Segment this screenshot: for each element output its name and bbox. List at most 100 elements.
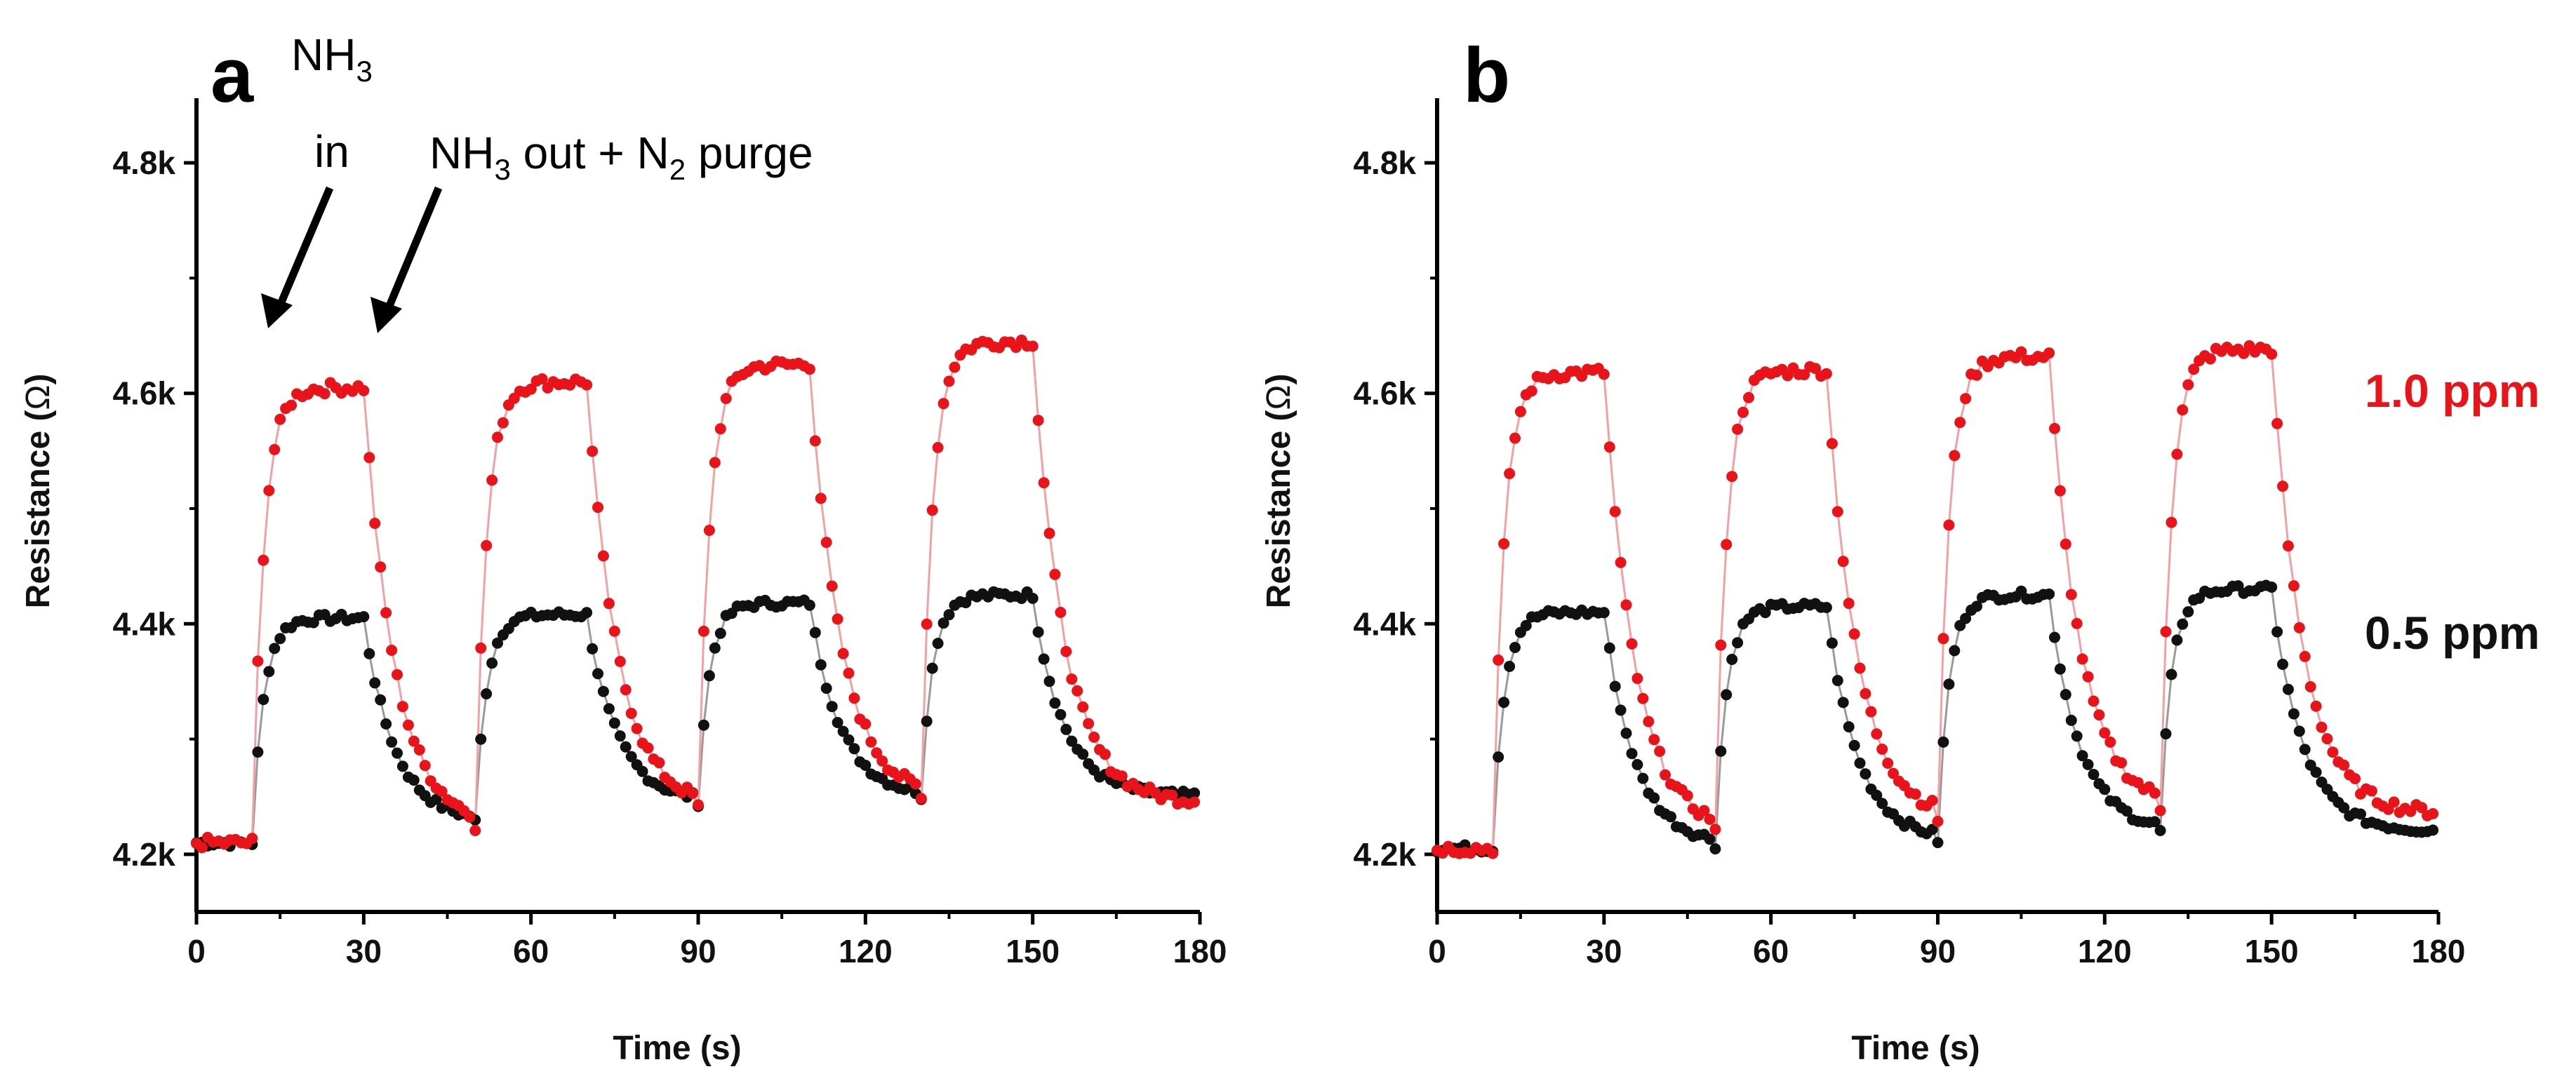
y-tick-label: 4.2k <box>112 836 175 873</box>
data-point-1-0-ppm <box>258 554 269 566</box>
data-point-1-0-ppm <box>2182 379 2194 391</box>
data-point-0-5-ppm <box>2271 626 2283 638</box>
data-point-1-0-ppm <box>714 423 726 435</box>
data-point-1-0-ppm <box>865 736 877 748</box>
data-point-1-0-ppm <box>380 607 392 619</box>
data-point-1-0-ppm <box>408 735 420 747</box>
x-tick-label: 90 <box>680 933 716 969</box>
x-tick-label: 0 <box>187 933 206 969</box>
data-point-1-0-ppm <box>286 399 298 411</box>
arrow-out-head <box>371 297 402 333</box>
data-point-1-0-ppm <box>1631 673 1643 685</box>
x-tick-label: 0 <box>1428 933 1446 969</box>
data-point-1-0-ppm <box>2321 733 2333 745</box>
data-point-1-0-ppm <box>608 625 620 637</box>
data-point-0-5-ppm <box>2355 808 2366 820</box>
data-point-1-0-ppm <box>396 701 408 713</box>
data-point-0-5-ppm <box>1598 607 1610 619</box>
data-point-0-5-ppm <box>1189 787 1201 799</box>
annotation-in: in <box>314 126 349 177</box>
data-point-0-5-ppm <box>1926 824 1938 835</box>
data-point-1-0-ppm <box>631 723 643 734</box>
data-point-1-0-ppm <box>2154 805 2166 817</box>
data-point-0-5-ppm <box>1626 748 1638 760</box>
data-point-0-5-ppm <box>703 670 715 682</box>
data-point-1-0-ppm <box>1798 369 1810 381</box>
data-point-1-0-ppm <box>1876 744 1888 755</box>
data-point-1-0-ppm <box>1504 468 1516 480</box>
data-point-0-5-ppm <box>1854 757 1866 769</box>
data-point-1-0-ppm <box>1615 556 1627 568</box>
data-point-1-0-ppm <box>274 413 286 425</box>
data-point-1-0-ppm <box>2043 347 2055 359</box>
data-point-1-0-ppm <box>2304 681 2316 692</box>
data-point-1-0-ppm <box>932 442 944 453</box>
data-point-1-0-ppm <box>363 452 375 464</box>
data-point-1-0-ppm <box>2165 516 2177 528</box>
data-point-1-0-ppm <box>1704 814 1716 825</box>
data-point-1-0-ppm <box>909 778 921 790</box>
data-point-1-0-ppm <box>1643 716 1655 727</box>
data-point-0-5-ppm <box>943 609 955 621</box>
data-point-1-0-ppm <box>1909 788 1921 800</box>
data-point-0-5-ppm <box>486 657 498 669</box>
data-point-0-5-ppm <box>1848 739 1860 751</box>
data-point-0-5-ppm <box>1631 759 1643 770</box>
data-point-1-0-ppm <box>2104 736 2116 748</box>
data-point-1-0-ppm <box>319 388 331 400</box>
data-point-0-5-ppm <box>1509 642 1521 653</box>
data-point-1-0-ppm <box>492 431 503 443</box>
data-point-0-5-ppm <box>1055 708 1067 720</box>
data-point-0-5-ppm <box>937 617 949 629</box>
data-point-1-0-ppm <box>1871 728 1883 740</box>
data-point-1-0-ppm <box>1060 645 1072 657</box>
data-point-1-0-ppm <box>597 550 609 562</box>
data-point-1-0-ppm <box>703 525 715 536</box>
data-point-1-0-ppm <box>2076 653 2088 665</box>
data-point-1-0-ppm <box>937 398 949 410</box>
data-point-1-0-ppm <box>2160 626 2172 638</box>
data-point-1-0-ppm <box>1603 441 1615 453</box>
data-point-0-5-ppm <box>2299 744 2311 755</box>
legend-0-5-ppm: 0.5 ppm <box>2365 607 2540 659</box>
data-point-0-5-ppm <box>1603 642 1615 654</box>
data-point-0-5-ppm <box>698 719 709 731</box>
data-point-0-5-ppm <box>481 688 493 700</box>
data-point-0-5-ppm <box>363 647 375 659</box>
data-point-1-0-ppm <box>1648 734 1660 746</box>
data-point-1-0-ppm <box>436 786 448 798</box>
panel-b-data-points <box>1432 340 2439 859</box>
data-point-0-5-ppm <box>475 733 487 745</box>
data-point-1-0-ppm <box>2271 417 2283 429</box>
data-point-1-0-ppm <box>1737 406 1749 418</box>
data-point-1-0-ppm <box>1831 506 1843 518</box>
panel-b-series-lines <box>1436 344 2434 856</box>
data-point-0-5-ppm <box>1820 602 1832 613</box>
data-point-0-5-ppm <box>2065 714 2077 726</box>
data-point-1-0-ppm <box>720 393 732 405</box>
data-point-0-5-ppm <box>809 626 821 638</box>
data-point-1-0-ppm <box>815 492 827 504</box>
data-point-1-0-ppm <box>820 537 832 549</box>
panel-b-ticks: 4.2k 4.4k 4.6k 4.8k 0 30 60 90 120 150 180 <box>1353 145 2465 969</box>
data-point-0-5-ppm <box>1759 607 1771 619</box>
data-point-1-0-ppm <box>358 384 370 396</box>
data-point-1-0-ppm <box>1509 432 1521 444</box>
data-point-1-0-ppm <box>1715 639 1727 651</box>
data-point-0-5-ppm <box>380 718 392 730</box>
y-tick-label: 4.2k <box>1353 836 1416 873</box>
data-point-1-0-ppm <box>1971 369 1982 381</box>
data-point-1-0-ppm <box>1926 795 1938 806</box>
data-point-1-0-ppm <box>2065 589 2077 600</box>
data-point-1-0-ppm <box>1043 528 1055 539</box>
data-point-1-0-ppm <box>1865 706 1877 718</box>
data-point-1-0-ppm <box>269 443 281 455</box>
x-tick-label: 60 <box>1753 933 1789 969</box>
data-point-1-0-ppm <box>1088 731 1100 743</box>
data-point-0-5-ppm <box>709 642 721 654</box>
data-point-0-5-ppm <box>1077 748 1089 760</box>
data-point-1-0-ppm <box>1032 415 1044 427</box>
data-point-1-0-ppm <box>2099 727 2111 739</box>
data-point-0-5-ppm <box>1937 736 1949 748</box>
